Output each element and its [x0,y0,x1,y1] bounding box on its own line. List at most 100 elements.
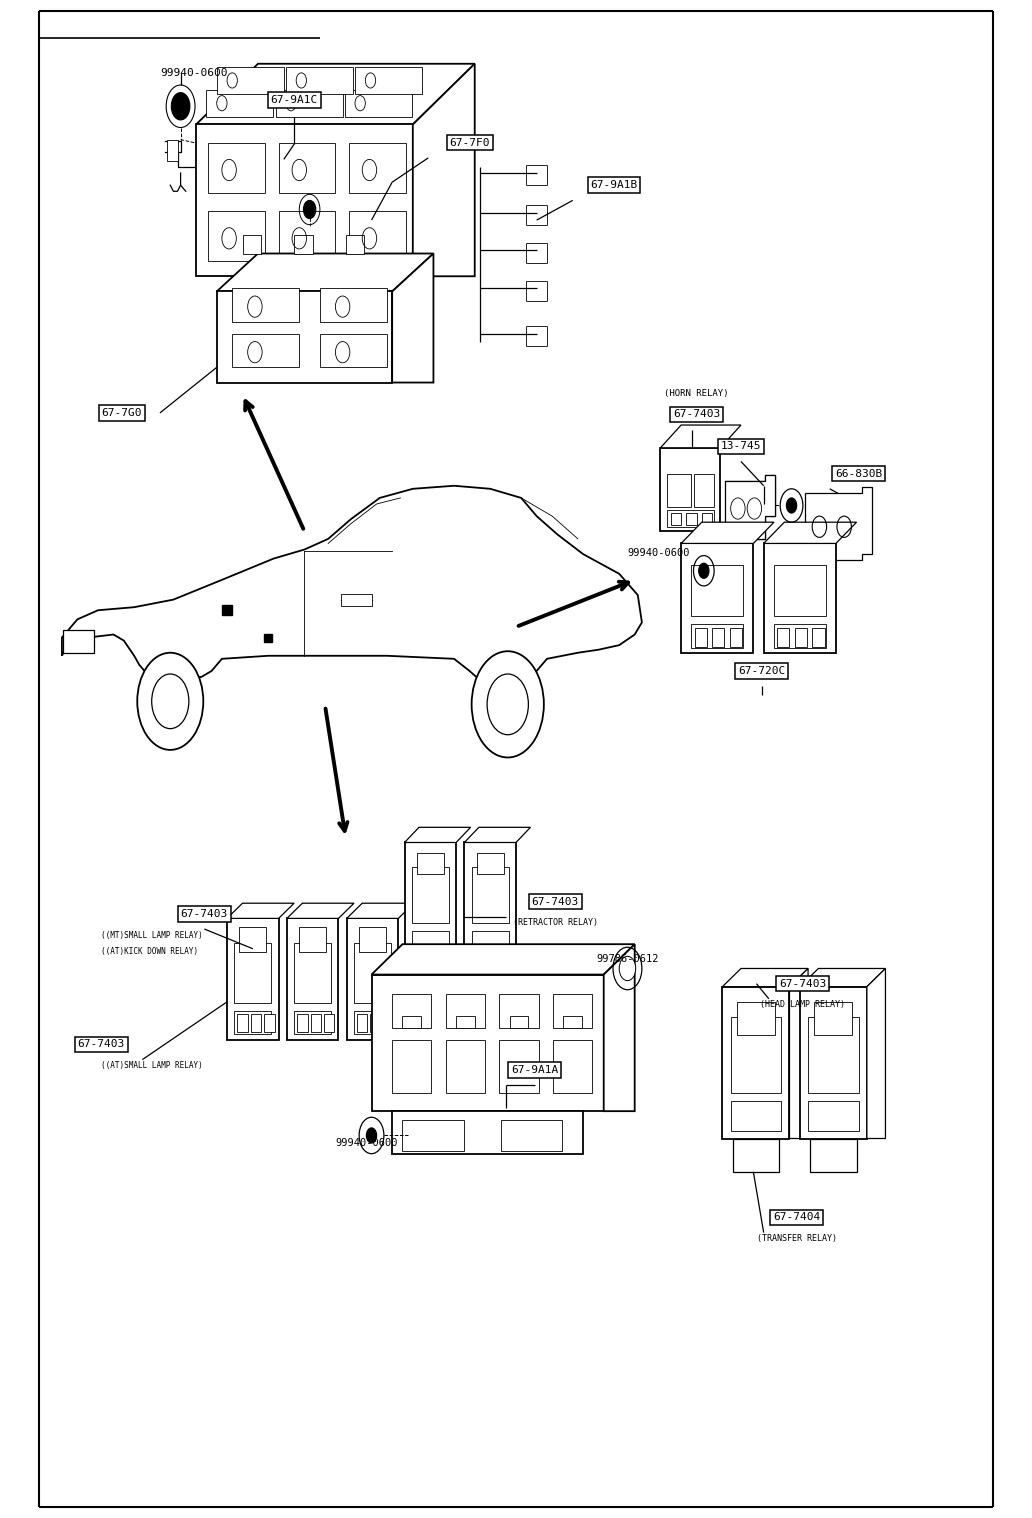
Polygon shape [800,968,885,987]
Circle shape [171,93,190,120]
Text: 67-7404: 67-7404 [773,1213,820,1222]
Bar [370,1014,381,1032]
Text: 67-7403: 67-7403 [779,979,827,988]
Bar [324,1014,334,1032]
Bar [167,140,178,161]
Polygon shape [764,522,857,543]
Polygon shape [867,968,885,1138]
Polygon shape [413,64,475,276]
Polygon shape [789,968,808,1138]
Polygon shape [725,475,775,539]
Bar [208,211,265,261]
Polygon shape [405,827,471,842]
Bar [372,975,604,1111]
Text: ((MT)SMALL LAMP RELAY): ((MT)SMALL LAMP RELAY) [101,931,203,940]
Polygon shape [660,425,741,448]
Bar [357,1014,367,1032]
Text: ((AT)SMALL LAMP RELAY): ((AT)SMALL LAMP RELAY) [101,1061,203,1070]
Text: 67-9A1A: 67-9A1A [511,1066,558,1075]
Bar [279,211,335,261]
Bar [232,334,299,367]
Circle shape [303,200,316,219]
Polygon shape [681,522,774,543]
Polygon shape [227,903,294,918]
Polygon shape [805,487,872,560]
Polygon shape [217,67,284,94]
Polygon shape [355,67,422,94]
Bar [347,918,398,1040]
Polygon shape [604,944,635,1111]
Bar [553,1040,592,1093]
Bar [671,513,681,525]
Text: 67-7403: 67-7403 [77,1040,125,1049]
Bar [392,1111,583,1154]
Bar [354,1011,391,1034]
Text: 67-9A1B: 67-9A1B [590,181,638,190]
Bar [354,943,391,1003]
Bar [297,1014,308,1032]
Polygon shape [372,944,635,975]
Text: 67-7F0: 67-7F0 [449,138,490,147]
Circle shape [786,498,797,513]
Bar [392,994,431,1028]
Bar [63,630,94,653]
Text: 99786-0612: 99786-0612 [596,955,658,964]
Bar [320,334,387,367]
Bar [777,628,789,647]
Bar [695,628,707,647]
Bar [808,1101,859,1131]
Polygon shape [345,90,412,117]
Bar [264,1014,275,1032]
Bar [814,1002,852,1035]
Bar [464,842,516,956]
Text: ((AT)KICK DOWN RELAY): ((AT)KICK DOWN RELAY) [101,947,198,956]
Bar [702,513,712,525]
Bar [510,1016,528,1028]
Polygon shape [464,827,530,842]
Bar [563,1016,582,1028]
Bar [712,628,724,647]
Circle shape [152,674,189,729]
Bar [232,288,299,322]
Bar [227,918,279,1040]
Text: 99940-0600: 99940-0600 [160,68,227,77]
Bar [349,143,406,193]
Bar [204,140,219,158]
Bar [795,628,807,647]
Bar [681,543,753,653]
Polygon shape [392,254,433,383]
Polygon shape [287,903,354,918]
Bar [731,1101,781,1131]
Bar [244,140,258,158]
Bar [412,931,449,950]
Bar [287,918,338,1040]
Bar [405,842,456,956]
Bar [737,1002,775,1035]
Bar [499,994,539,1028]
Bar [392,1040,431,1093]
Bar [311,1014,321,1032]
Circle shape [137,653,203,750]
Bar [217,291,392,383]
Text: (TRANSFER RELAY): (TRANSFER RELAY) [756,1234,837,1243]
Text: (HORN RELAY): (HORN RELAY) [665,389,729,398]
Bar [294,943,331,1003]
Text: 67-7403: 67-7403 [531,897,579,906]
Polygon shape [206,90,273,117]
Bar [800,987,867,1138]
Bar [774,624,826,648]
Bar [341,594,372,606]
Text: 67-9A1C: 67-9A1C [270,96,318,105]
Bar [774,565,826,616]
Bar [198,135,265,162]
Bar [412,867,449,923]
Bar [243,235,261,254]
Bar [239,927,266,952]
Bar [294,1011,331,1034]
Text: (RETRACTOR RELAY): (RETRACTOR RELAY) [513,918,598,927]
Bar [691,624,743,648]
Bar [477,853,504,874]
Bar [402,1016,421,1028]
Bar [234,1011,271,1034]
Circle shape [699,563,709,578]
